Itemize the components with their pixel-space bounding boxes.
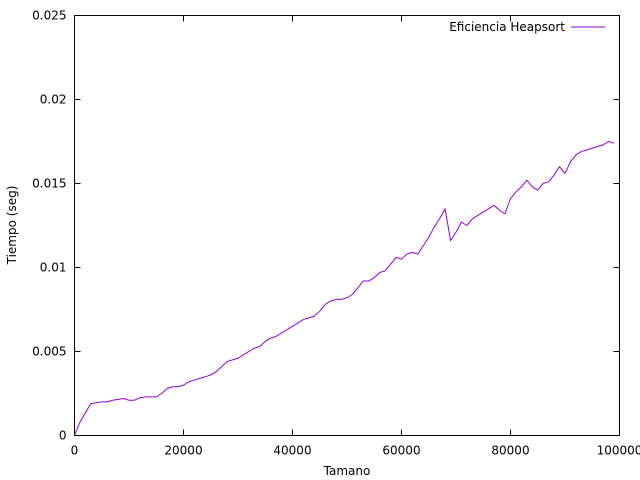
legend: Eficiencia Heapsort: [449, 20, 605, 34]
plot-frame: [74, 15, 620, 436]
y-tick-label: 0.025: [32, 9, 66, 23]
x-tick-label: 100000: [597, 444, 640, 458]
y-tick-label: 0.01: [40, 261, 67, 275]
x-axis-ticks: 0 20000 40000 60000 80000 100000: [71, 15, 640, 458]
x-axis-label: Tamano: [323, 464, 371, 478]
series-layer: [74, 141, 615, 436]
x-tick-label: 80000: [491, 444, 529, 458]
x-tick-label: 40000: [273, 444, 311, 458]
y-tick-label: 0: [59, 429, 67, 443]
x-tick-label: 60000: [382, 444, 420, 458]
legend-label: Eficiencia Heapsort: [449, 20, 565, 34]
y-axis-ticks: 0 0.005 0.01 0.015 0.02 0.025: [32, 9, 620, 443]
y-axis-label: Tiempo (seg): [5, 186, 19, 266]
x-tick-label: 20000: [164, 444, 202, 458]
y-tick-label: 0.02: [40, 93, 67, 107]
series-line-heapsort: [74, 141, 615, 436]
y-tick-label: 0.005: [32, 345, 66, 359]
y-tick-label: 0.015: [32, 177, 66, 191]
x-tick-label: 0: [71, 444, 79, 458]
